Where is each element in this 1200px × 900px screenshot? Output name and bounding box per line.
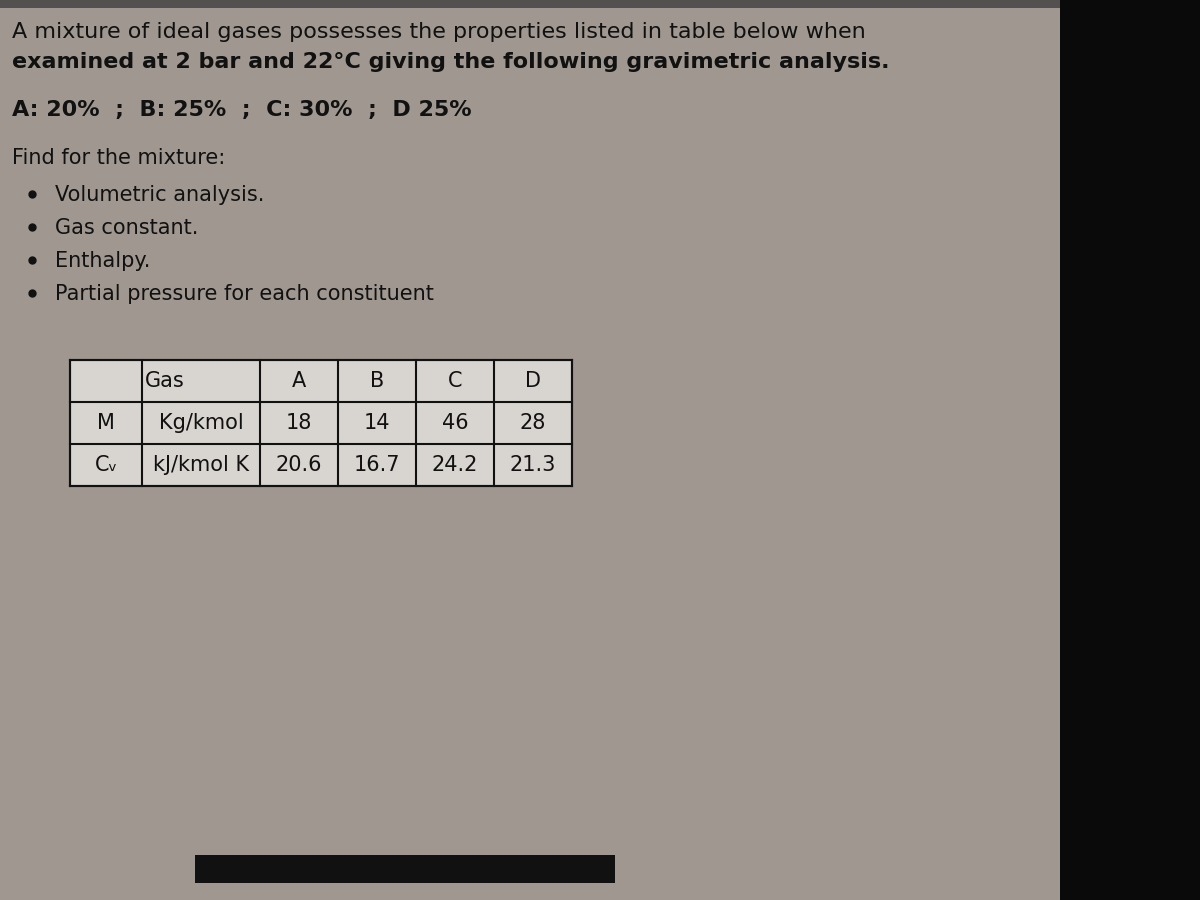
- Text: Partial pressure for each constituent: Partial pressure for each constituent: [55, 284, 434, 304]
- Text: Volumetric analysis.: Volumetric analysis.: [55, 185, 264, 205]
- Text: 16.7: 16.7: [354, 455, 401, 475]
- Text: B: B: [370, 371, 384, 391]
- Text: examined at 2 bar and 22°C giving the following gravimetric analysis.: examined at 2 bar and 22°C giving the fo…: [12, 52, 889, 72]
- Text: kJ/kmol K: kJ/kmol K: [152, 455, 250, 475]
- Text: Gas: Gas: [145, 371, 185, 391]
- Bar: [70, 360, 572, 486]
- Text: A: A: [292, 371, 306, 391]
- Text: Find for the mixture:: Find for the mixture:: [12, 148, 226, 168]
- Bar: [0, 0, 1060, 8]
- Text: Cᵥ: Cᵥ: [95, 455, 118, 475]
- Text: D: D: [526, 371, 541, 391]
- Text: 20.6: 20.6: [276, 455, 323, 475]
- Text: 24.2: 24.2: [432, 455, 478, 475]
- Text: C: C: [448, 371, 462, 391]
- Text: Gas constant.: Gas constant.: [55, 218, 198, 238]
- Text: 46: 46: [442, 413, 468, 433]
- Text: A mixture of ideal gases possesses the properties listed in table below when: A mixture of ideal gases possesses the p…: [12, 22, 865, 42]
- Text: 18: 18: [286, 413, 312, 433]
- Text: Enthalpy.: Enthalpy.: [55, 251, 150, 271]
- Bar: [194, 855, 616, 883]
- Text: 21.3: 21.3: [510, 455, 556, 475]
- Text: M: M: [97, 413, 115, 433]
- Text: Kg/kmol: Kg/kmol: [158, 413, 244, 433]
- Text: 28: 28: [520, 413, 546, 433]
- Bar: [1060, 0, 1200, 900]
- Text: A: 20%  ;  B: 25%  ;  C: 30%  ;  D 25%: A: 20% ; B: 25% ; C: 30% ; D 25%: [12, 100, 472, 120]
- Text: 14: 14: [364, 413, 390, 433]
